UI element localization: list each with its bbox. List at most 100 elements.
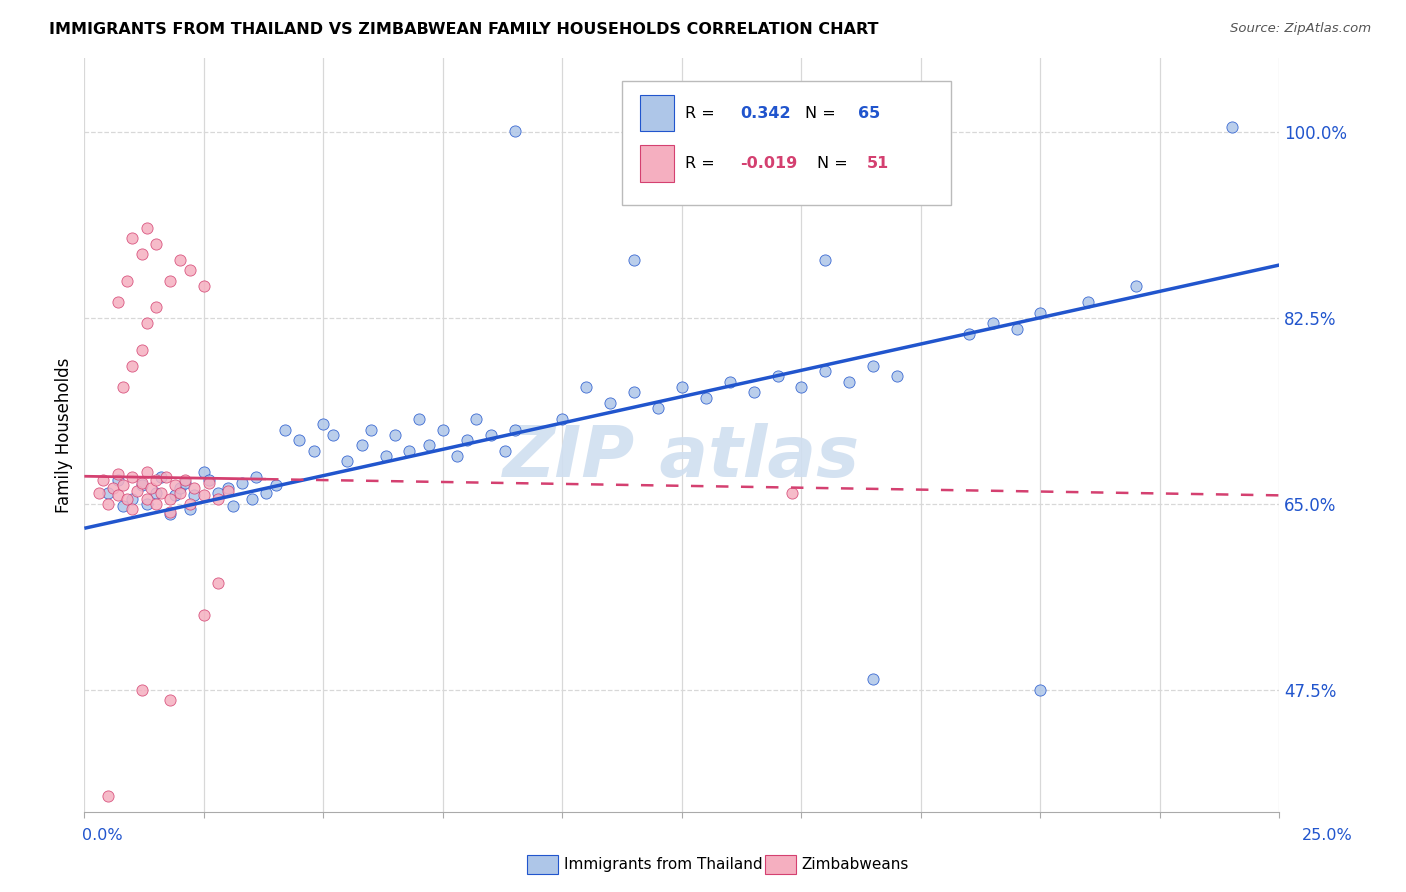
Point — [131, 682, 153, 697]
Point — [207, 491, 229, 506]
Point — [97, 486, 120, 500]
Point — [135, 317, 157, 331]
Point — [111, 477, 134, 491]
Point — [169, 481, 191, 495]
Point — [207, 576, 229, 591]
Point — [336, 454, 359, 468]
Point — [862, 359, 884, 373]
Point — [135, 491, 157, 506]
Point — [695, 391, 717, 405]
Point — [742, 385, 765, 400]
Point — [131, 343, 153, 357]
Point — [623, 252, 645, 267]
Point — [456, 433, 478, 447]
Point — [121, 231, 143, 245]
Point — [288, 433, 311, 447]
Point — [169, 486, 191, 500]
FancyBboxPatch shape — [623, 80, 950, 205]
Point — [503, 423, 526, 437]
Point — [1029, 306, 1052, 320]
Point — [149, 470, 172, 484]
Point — [957, 326, 980, 341]
Point — [131, 247, 153, 261]
Text: 25.0%: 25.0% — [1302, 828, 1353, 843]
Text: Zimbabweans: Zimbabweans — [801, 857, 908, 871]
Point — [418, 438, 440, 452]
Point — [121, 502, 143, 516]
Point — [149, 486, 172, 500]
Point — [155, 470, 177, 484]
Point — [398, 443, 420, 458]
Point — [446, 449, 468, 463]
Point — [183, 488, 205, 502]
Point — [125, 484, 148, 499]
Point — [322, 427, 344, 442]
Point — [384, 427, 406, 442]
Point — [197, 475, 219, 490]
Point — [111, 499, 134, 513]
Point — [173, 475, 195, 490]
Point — [671, 380, 693, 394]
Point — [647, 401, 669, 416]
Point — [780, 486, 803, 500]
Text: R =: R = — [686, 156, 720, 171]
Point — [623, 385, 645, 400]
Point — [179, 497, 201, 511]
Point — [145, 486, 167, 500]
Point — [97, 497, 120, 511]
Point — [886, 369, 908, 384]
Point — [465, 412, 488, 426]
Point — [169, 252, 191, 267]
Point — [117, 274, 139, 288]
Point — [302, 443, 325, 458]
Point — [87, 486, 110, 500]
Point — [814, 364, 837, 378]
Point — [718, 375, 741, 389]
Text: 65: 65 — [858, 105, 880, 120]
Point — [862, 672, 884, 686]
Bar — [640, 95, 673, 131]
Point — [135, 465, 157, 479]
Point — [145, 236, 167, 251]
Point — [193, 488, 215, 502]
Point — [159, 693, 181, 707]
Point — [240, 491, 263, 506]
Point — [159, 274, 181, 288]
Text: Source: ZipAtlas.com: Source: ZipAtlas.com — [1230, 22, 1371, 36]
Point — [97, 789, 120, 803]
Point — [193, 465, 215, 479]
Point — [217, 481, 239, 495]
Point — [217, 484, 239, 499]
Text: -0.019: -0.019 — [741, 156, 797, 171]
Point — [408, 412, 430, 426]
Point — [135, 220, 157, 235]
Point — [274, 423, 297, 437]
Point — [107, 467, 129, 482]
Point — [141, 481, 163, 495]
Point — [131, 477, 153, 491]
Point — [159, 505, 181, 519]
Point — [107, 295, 129, 310]
Point — [766, 369, 789, 384]
Point — [374, 449, 396, 463]
Point — [254, 486, 277, 500]
Bar — [640, 145, 673, 182]
Point — [1125, 279, 1147, 293]
Point — [193, 279, 215, 293]
Point — [165, 477, 187, 491]
Point — [264, 477, 287, 491]
Point — [121, 470, 143, 484]
Point — [173, 474, 195, 488]
Point — [981, 317, 1004, 331]
Point — [814, 252, 837, 267]
Point — [494, 443, 516, 458]
Point — [207, 486, 229, 500]
Point — [350, 438, 373, 452]
Point — [479, 427, 502, 442]
Point — [145, 301, 167, 315]
Text: 0.0%: 0.0% — [82, 828, 122, 843]
Point — [131, 475, 153, 490]
Point — [111, 380, 134, 394]
Point — [93, 474, 115, 488]
Text: N =: N = — [806, 105, 841, 120]
